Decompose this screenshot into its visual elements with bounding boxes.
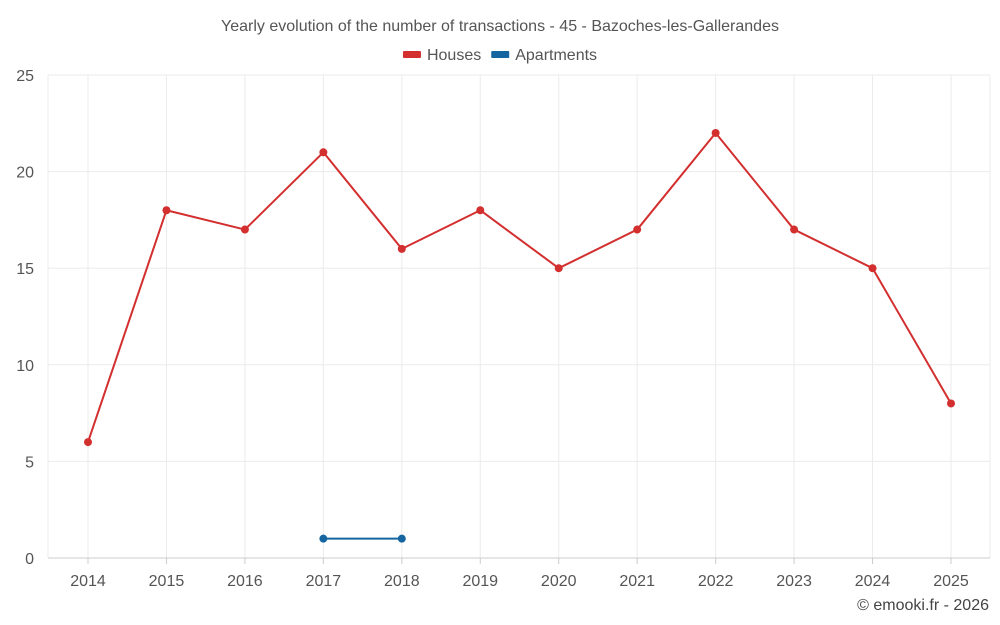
y-tick-label: 25	[16, 68, 34, 85]
x-tick-label: 2023	[776, 573, 812, 590]
data-point[interactable]	[790, 225, 799, 234]
data-point[interactable]	[319, 534, 328, 543]
x-tick-label: 2017	[306, 573, 342, 590]
legend-label: Houses	[427, 47, 481, 64]
legend-swatch	[491, 51, 510, 58]
x-tick-label: 2016	[227, 573, 263, 590]
data-point[interactable]	[397, 534, 406, 543]
data-point[interactable]	[397, 244, 406, 253]
grid	[47, 74, 991, 558]
data-point[interactable]	[84, 438, 92, 447]
data-point[interactable]	[868, 264, 877, 273]
x-tick-label: 2020	[541, 573, 577, 590]
x-tick-label: 2024	[855, 573, 891, 590]
x-tick-label: 2022	[698, 573, 734, 590]
x-tick-label: 2015	[149, 573, 185, 590]
x-tick-label: 2014	[70, 573, 106, 590]
data-point[interactable]	[947, 399, 955, 408]
series-line	[87, 131, 952, 443]
data-point[interactable]	[711, 128, 720, 137]
y-tick-label: 20	[16, 165, 34, 182]
legend-item-apartments[interactable]: Apartments	[491, 47, 597, 64]
data-point[interactable]	[319, 148, 328, 157]
legend: Houses Apartments	[402, 47, 597, 64]
chart-title: Yearly evolution of the number of transa…	[221, 18, 779, 35]
data-point[interactable]	[162, 206, 171, 215]
series-layer	[84, 128, 955, 543]
data-point[interactable]	[633, 225, 642, 234]
y-tick-label: 10	[16, 358, 34, 375]
y-tick-label: 0	[25, 551, 34, 568]
credit-text: © emooki.fr - 2026	[857, 597, 989, 614]
x-tick-label: 2021	[619, 573, 655, 590]
data-point[interactable]	[554, 264, 563, 273]
x-tick-label: 2018	[384, 573, 420, 590]
series-houses	[84, 128, 955, 447]
y-tick-label: 5	[25, 454, 34, 471]
x-tick-label: 2019	[462, 573, 498, 590]
legend-item-houses[interactable]: Houses	[402, 47, 481, 64]
legend-swatch	[402, 51, 421, 58]
series-apartments	[319, 534, 406, 543]
legend-label: Apartments	[515, 47, 597, 64]
x-tick-label: 2025	[933, 573, 969, 590]
y-tick-label: 15	[16, 261, 34, 278]
data-point[interactable]	[476, 206, 485, 215]
data-point[interactable]	[240, 225, 249, 234]
